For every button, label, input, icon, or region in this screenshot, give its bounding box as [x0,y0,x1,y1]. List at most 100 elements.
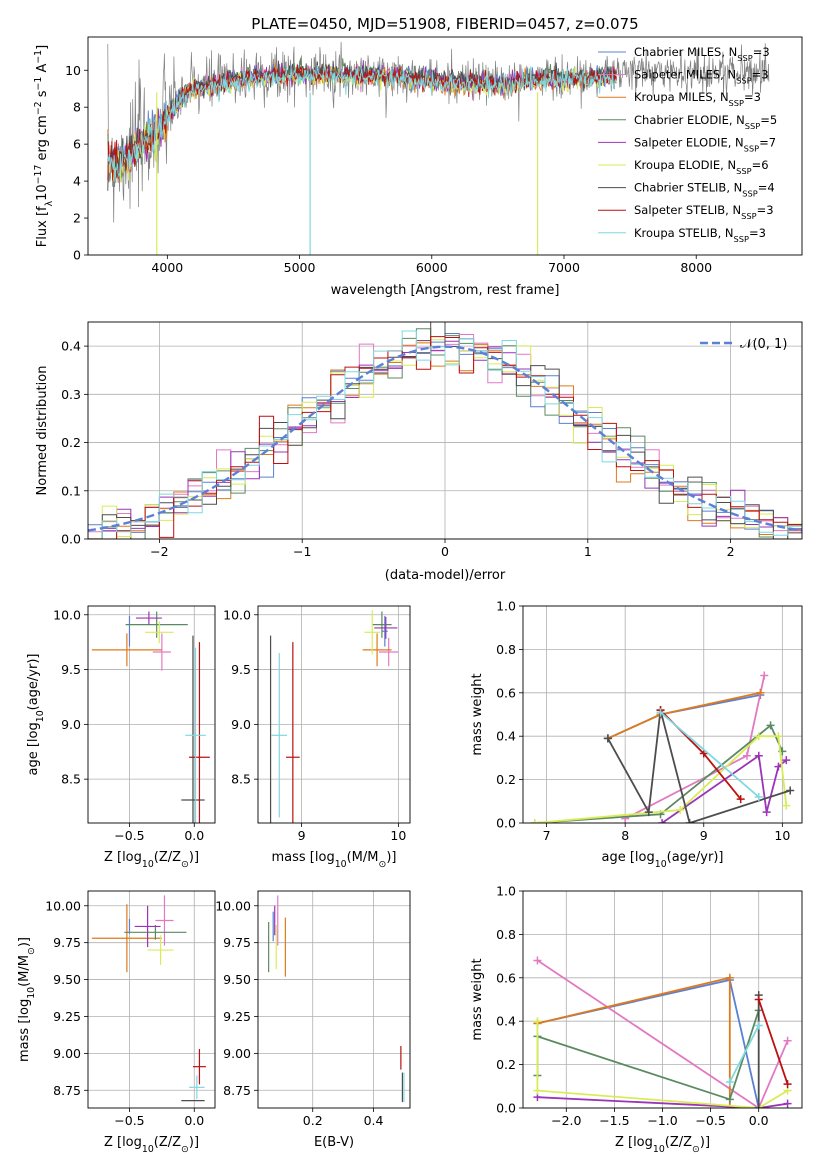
y-tick-label: 0.1 [61,483,81,498]
y-tick-label: 10 [65,63,81,78]
y-tick-label: 0.0 [61,532,81,547]
legend-label: Chabrier STELIB, NSSP=4 [634,181,775,199]
x-axis-label: (data-model)/error [385,568,506,583]
plot-area [530,671,795,823]
axes-age-vs-mass: 9 10 8.5 9.0 9.5 10.0 mass [log10(M/M⊙)] [223,605,411,870]
y-tick-label: 9.75 [223,935,251,950]
x-tick-label: 9 [700,828,708,843]
y-tick-label: 9.5 [231,662,251,677]
legend-label: Kroupa MILES, NSSP=3 [634,90,761,108]
y-tick-label: 0.2 [61,435,81,450]
weight-marker [760,671,769,680]
point-salpeter_miles [155,895,174,946]
point-kroupa_miles [91,904,162,973]
y-axis-label: mass weight [470,958,485,1040]
x-tick-label: −0.5 [695,1113,725,1128]
y-tick-label: 10.0 [53,607,81,622]
x-axis-label: E(B-V) [314,1135,354,1150]
weight-marker [533,1017,542,1026]
point-kroupa_elodie [364,610,380,655]
y-tick-label: 4 [73,174,81,189]
axes-frame [87,321,803,540]
x-axis-label: Z [log10(Z/Z⊙)] [104,850,199,870]
point-kroupa_miles [362,633,392,667]
point-salpeter_elodie [134,905,161,948]
point-chabrier_miles [381,615,388,647]
series-salpeter_stelib [754,995,792,1089]
weight-marker [725,973,734,982]
x-axis-label: Z [log10(Z/Z⊙)] [104,1135,199,1155]
legend-label: Kroupa STELIB, NSSP=3 [634,226,766,244]
weight-line [757,999,789,1085]
legend-label: Chabrier ELODIE, NSSP=5 [634,113,777,131]
plot-area [268,895,405,1103]
legend-label: Chabrier MILES, NSSP=3 [634,45,770,63]
weight-marker [754,1021,763,1030]
y-tick-label: 0.6 [496,970,516,985]
weight-marker [774,732,783,741]
y-tick-label: 9.0 [231,717,251,732]
point-salpeter_stelib [189,642,210,823]
histogram-chabrier_stelib [88,322,802,539]
y-tick-label: 9.00 [53,1046,81,1061]
x-axis-label: mass [log10(M/M⊙)] [272,850,397,870]
weight-marker [658,819,667,823]
plot-area [91,895,206,1102]
x-tick-label: 4000 [151,260,183,275]
weight-marker [783,1099,792,1108]
axes-mass-vs-EBV: 0.2 0.4 8.75 9.00 9.25 9.50 9.75 10.00 E(B-V) [215,890,411,1150]
y-tick-label: 1.0 [496,884,516,899]
y-tick-label: 9.00 [223,1046,251,1061]
data-spectrum [107,41,770,223]
y-tick-label: 9.25 [53,1009,81,1024]
y-tick-label: 9.75 [53,935,81,950]
weight-marker [725,1095,734,1104]
weight-line [728,1025,760,1083]
legend: Chabrier MILES, NSSP=3 Salpeter MILES, NS… [598,45,777,244]
legend: 𝒩(0, 1) [700,337,787,352]
x-tick-label: 7 [543,828,551,843]
y-tick-label: 8.75 [223,1083,251,1098]
weight-marker [762,808,771,817]
axes-frame [87,36,803,256]
y-tick-label: 0.0 [496,816,516,831]
weight-marker [786,786,795,795]
series-kroupa_stelib [656,708,763,801]
y-tick-label: 0.2 [496,1057,516,1072]
x-tick-label: 8000 [680,260,712,275]
normal-curve [88,345,802,532]
weight-marker [766,721,775,730]
legend-label: 𝒩(0, 1) [740,337,787,352]
model-spectrum-kroupa_stelib [107,65,617,182]
weight-marker [754,792,763,801]
plot-area [107,41,770,255]
axes-frame [257,605,411,824]
y-axis-label: age [log10(age/yr)] [26,654,46,776]
point-salpeter_stelib [286,642,300,823]
point-salpeter_elodie [374,616,398,639]
y-tick-label: 2 [73,211,81,226]
weight-line [536,959,789,1108]
x-tick-label: −1 [293,544,311,559]
y-tick-label: 10.00 [215,898,251,913]
y-axis-label: mass [log10(M/M⊙)] [17,937,37,1062]
point-salpeter_stelib [192,1048,206,1085]
x-tick-label: −0.5 [114,1113,144,1128]
axes-residual-histograms: −2 −1 0 1 2 0.0 0.1 0.2 0.3 0.4 (data-model)/error… [35,321,803,583]
y-tick-label: 0.8 [496,642,516,657]
series-kroupa_stelib [725,1021,763,1086]
x-tick-label: 10 [774,828,790,843]
axes-frame [522,605,803,824]
legend-label: Kroupa ELODIE, NSSP=6 [634,158,769,176]
y-tick-label: 0.2 [496,772,516,787]
point-chabrier_elodie [125,611,188,638]
y-tick-label: 0.4 [496,729,516,744]
weight-marker [533,1086,542,1095]
x-tick-label: 5000 [284,260,316,275]
legend-label: Salpeter STELIB, NSSP=3 [634,203,774,221]
y-tick-label: 1.0 [496,599,516,614]
weight-marker [736,795,745,804]
model-spectrum-salpeter_stelib [107,64,617,181]
x-tick-label: 0.4 [364,1113,384,1128]
y-tick-label: 0.3 [61,387,81,402]
